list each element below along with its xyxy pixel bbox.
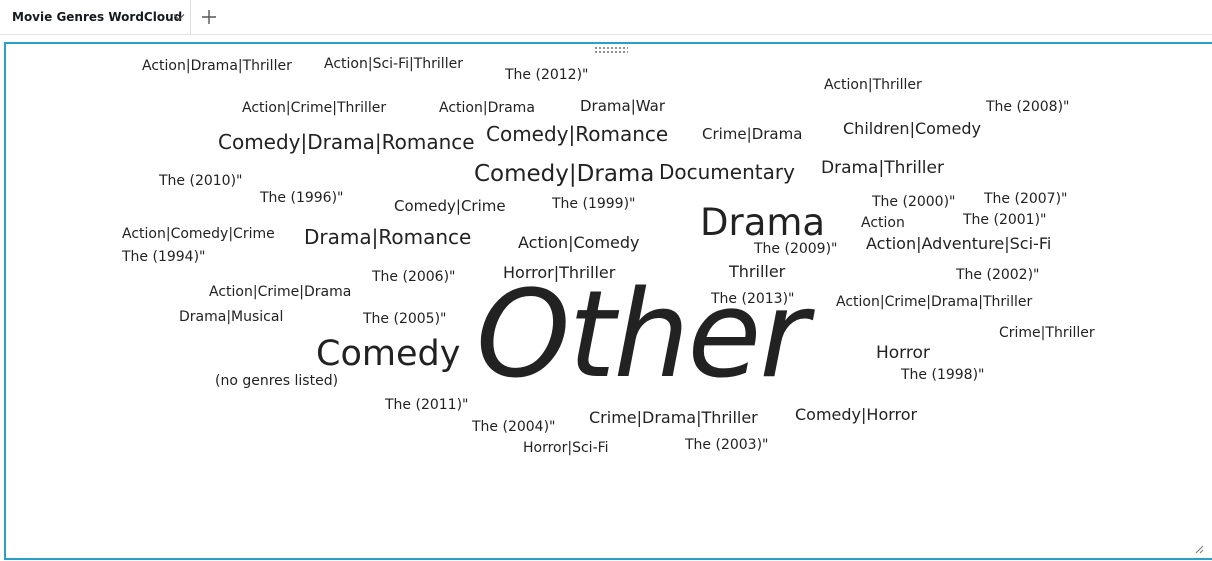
word-item: Comedy|Crime (394, 197, 506, 215)
word-item: The (2011)" (385, 397, 469, 413)
tab-bar: Movie Genres WordCloud (0, 0, 1212, 35)
word-item: The (2008)" (986, 99, 1070, 115)
word-item: Comedy|Drama|Romance (218, 130, 475, 154)
word-item: Action|Comedy|Crime (122, 226, 275, 242)
plus-icon[interactable] (200, 8, 218, 26)
word-item: Comedy (316, 334, 461, 374)
word-item: Drama|War (580, 97, 665, 115)
word-item: Crime|Drama|Thriller (589, 408, 758, 427)
word-item: Action|Drama|Thriller (142, 58, 292, 74)
word-item: Action|Sci-Fi|Thriller (324, 56, 463, 72)
word-item: The (2009)" (754, 241, 838, 257)
word-item: Horror|Sci-Fi (523, 440, 609, 456)
word-item: The (2001)" (963, 212, 1047, 228)
drag-handle-icon[interactable] (594, 46, 628, 54)
chevron-down-icon[interactable] (172, 10, 186, 24)
word-item: The (2002)" (956, 267, 1040, 283)
word-item: Drama|Thriller (821, 158, 944, 178)
word-item: The (2003)" (685, 437, 769, 453)
word-item: Children|Comedy (843, 119, 981, 138)
word-item: The (1999)" (552, 196, 636, 212)
word-item: The (2010)" (159, 173, 243, 189)
word-item: The (1996)" (260, 190, 344, 206)
word-item: Action|Comedy (518, 233, 640, 252)
word-item: Action (861, 215, 905, 231)
word-item: Action|Drama (439, 100, 535, 116)
word-item: Comedy|Romance (486, 122, 669, 146)
word-item: Comedy|Drama (474, 161, 655, 187)
word-item: Action|Thriller (824, 77, 922, 93)
word-item: Drama|Romance (304, 225, 472, 249)
word-item: Comedy|Horror (795, 405, 918, 424)
resize-corner-icon[interactable] (1194, 544, 1204, 554)
word-item: The (2006)" (372, 269, 456, 285)
word-item: Drama (700, 201, 826, 244)
word-item: Other (476, 266, 809, 405)
tab-label: Movie Genres WordCloud (12, 10, 183, 24)
word-item: The (2004)" (472, 419, 556, 435)
word-item: Action|Crime|Drama|Thriller (836, 294, 1033, 310)
word-item: Documentary (659, 160, 795, 184)
word-item: Action|Crime|Drama (209, 284, 352, 300)
word-item: Action|Crime|Thriller (242, 100, 387, 116)
word-item: Crime|Drama (702, 125, 803, 143)
word-item: Horror (876, 343, 930, 363)
word-item: Thriller (729, 262, 786, 281)
word-item: The (2000)" (872, 194, 956, 210)
word-item: Crime|Thriller (999, 325, 1095, 341)
word-item: The (1994)" (122, 249, 206, 265)
word-item: Action|Adventure|Sci-Fi (866, 234, 1052, 253)
word-item: Drama|Musical (179, 309, 284, 325)
word-item: The (2005)" (363, 311, 447, 327)
tab-movie-genres-wordcloud[interactable]: Movie Genres WordCloud (0, 0, 191, 34)
word-item: The (2012)" (505, 67, 589, 83)
word-item: Horror|Thriller (503, 263, 616, 282)
wordcloud-panel: Other Drama Comedy Comedy|Drama Comedy|Drama… (4, 42, 1212, 560)
word-item: The (2007)" (984, 191, 1068, 207)
word-item: The (2013)" (711, 291, 795, 307)
word-item: (no genres listed) (215, 373, 339, 389)
word-item: The (1998)" (901, 367, 985, 383)
